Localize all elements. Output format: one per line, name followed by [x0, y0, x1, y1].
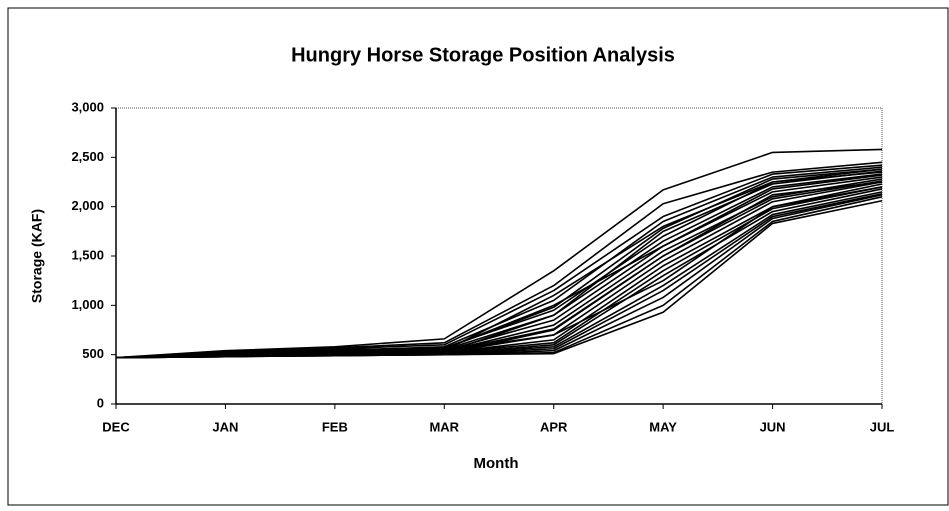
- y-tick-label: 3,000: [71, 99, 104, 114]
- series-line: [115, 168, 883, 359]
- y-tick-label: 2,500: [71, 149, 104, 164]
- x-axis-label: Month: [474, 455, 519, 472]
- series-line: [115, 174, 883, 359]
- x-tick-label: DEC: [102, 419, 130, 434]
- x-tick-label: MAY: [649, 419, 677, 434]
- series-line: [115, 181, 883, 359]
- series-line: [115, 170, 883, 359]
- y-tick-label: 2,000: [71, 198, 104, 213]
- x-tick-label: FEB: [322, 419, 348, 434]
- y-tick-label: 1,000: [71, 297, 104, 312]
- y-tick-label: 0: [97, 395, 104, 410]
- x-tick-label: JUL: [870, 419, 895, 434]
- y-tick-label: 1,500: [71, 247, 104, 262]
- x-tick-label: MAR: [429, 419, 459, 434]
- series-line: [115, 161, 883, 359]
- series-line: [115, 148, 883, 359]
- x-tick-label: JUN: [760, 419, 786, 434]
- chart-title: Hungry Horse Storage Position Analysis: [291, 44, 675, 66]
- y-axis-label: Storage (KAF): [29, 209, 45, 303]
- chart-frame: [7, 7, 949, 506]
- y-tick-label: 500: [82, 346, 104, 361]
- x-tick-label: JAN: [212, 419, 238, 434]
- x-tick-label: APR: [540, 419, 568, 434]
